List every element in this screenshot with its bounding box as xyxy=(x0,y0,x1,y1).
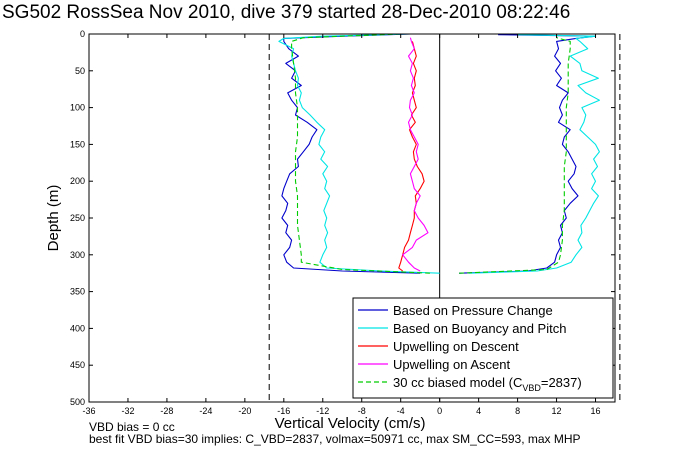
y-tick-label-8: 400 xyxy=(70,323,85,333)
x-tick-label-11: 8 xyxy=(515,406,520,416)
x-tick-label-13: 16 xyxy=(591,406,601,416)
x-tick-label-12: 12 xyxy=(552,406,562,416)
series-layer xyxy=(278,33,600,274)
x-tick-label-6: -12 xyxy=(316,406,329,416)
y-tick-label-9: 450 xyxy=(70,360,85,370)
x-tick-label-1: -32 xyxy=(121,406,134,416)
legend: Based on Pressure Change Based on Buoyan… xyxy=(352,297,614,399)
y-tick-label-4: 200 xyxy=(70,176,85,186)
legend-model-subscript: VBD xyxy=(522,383,541,393)
x-tick-label-4: -20 xyxy=(238,406,251,416)
legend-label-descent: Upwelling on Descent xyxy=(393,339,519,354)
series-2-line-0 xyxy=(398,41,425,272)
legend-label-model: 30 cc biased model (CVBD=2837) xyxy=(393,375,582,393)
legend-label-buoyancy: Based on Buoyancy and Pitch xyxy=(393,321,566,336)
footer-vbd-bias: VBD bias = 0 cc xyxy=(89,420,175,434)
series-1-line-1 xyxy=(468,34,600,274)
x-tick-label-9: 0 xyxy=(437,406,442,416)
ticks: -36 -32 -28 -24 -20 -16 -12 -8 -4 0 4 8 12 16 0 50 100 15… xyxy=(70,29,615,416)
y-tick-label-10: 500 xyxy=(70,397,85,407)
legend-model-suffix: =2837) xyxy=(541,375,582,390)
footer-best-fit: best fit VBD bias=30 implies: C_VBD=2837… xyxy=(89,432,581,446)
y-tick-label-0: 0 xyxy=(80,29,85,39)
series-0-line-1 xyxy=(459,34,597,274)
x-tick-label-7: -8 xyxy=(358,406,366,416)
series-3-line-0 xyxy=(402,37,429,272)
y-tick-label-7: 350 xyxy=(70,287,85,297)
legend-label-pressure: Based on Pressure Change xyxy=(393,303,553,318)
x-tick-label-3: -24 xyxy=(199,406,212,416)
y-tick-label-6: 300 xyxy=(70,250,85,260)
legend-box xyxy=(352,297,614,399)
x-axis-label: Vertical Velocity (cm/s) xyxy=(275,415,426,432)
x-tick-label-5: -16 xyxy=(277,406,290,416)
series-4-line-1 xyxy=(459,37,571,274)
x-tick-label-2: -28 xyxy=(160,406,173,416)
x-tick-label-10: 4 xyxy=(476,406,481,416)
x-tick-label-8: -4 xyxy=(397,406,405,416)
y-tick-label-1: 50 xyxy=(75,66,85,76)
legend-label-ascent: Upwelling on Ascent xyxy=(393,357,510,372)
chart-title: SG502 RossSea Nov 2010, dive 379 started… xyxy=(2,2,571,23)
series-0-line-0 xyxy=(281,33,421,274)
y-tick-label-2: 100 xyxy=(70,103,85,113)
x-tick-label-0: -36 xyxy=(82,406,95,416)
y-axis-label: Depth (m) xyxy=(45,185,62,252)
y-tick-label-5: 250 xyxy=(70,213,85,223)
series-4-line-0 xyxy=(291,33,430,274)
legend-model-prefix: 30 cc biased model (C xyxy=(393,375,522,390)
y-tick-label-3: 150 xyxy=(70,139,85,149)
